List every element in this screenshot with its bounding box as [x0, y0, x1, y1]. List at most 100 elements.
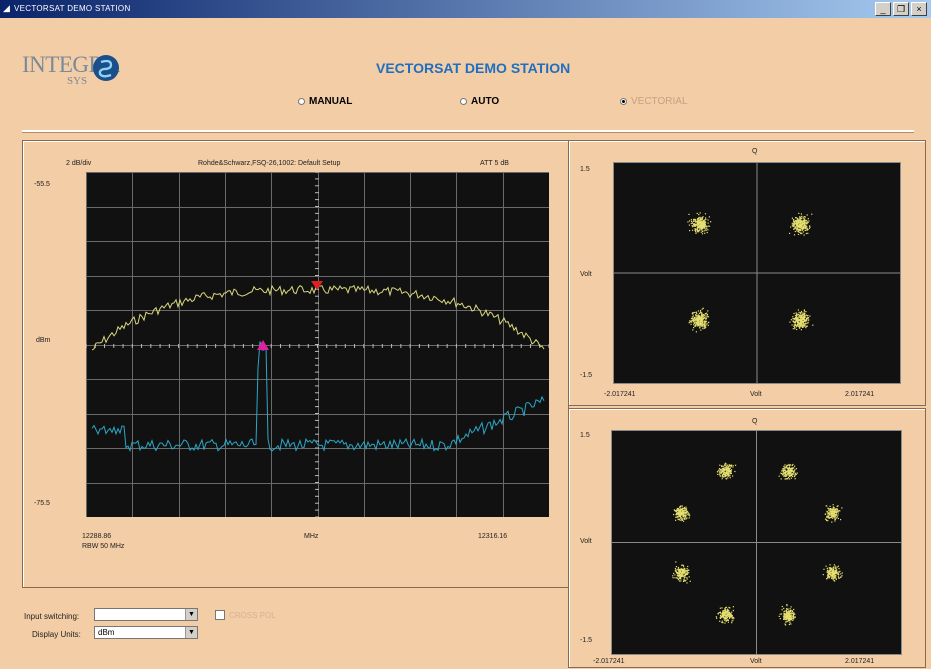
scatter-point — [805, 327, 807, 329]
scatter-point — [704, 225, 706, 227]
scatter-point — [826, 567, 829, 570]
radio-manual[interactable]: MANUAL — [298, 96, 352, 107]
scatter-point — [794, 220, 796, 222]
scatter-point — [803, 216, 806, 218]
scatter-point — [726, 619, 728, 622]
scatter-point — [802, 313, 804, 315]
scatter-point — [699, 323, 702, 325]
scatter-point — [823, 568, 825, 570]
scatter-point — [834, 580, 836, 582]
scatter-point — [699, 224, 701, 226]
scatter-point — [697, 325, 699, 327]
scatter-point — [837, 514, 839, 516]
scatter-point — [834, 566, 836, 568]
scatter-point — [676, 571, 678, 573]
scatter-point — [704, 326, 706, 328]
scatter-point — [827, 575, 830, 577]
scatter-point — [793, 616, 795, 618]
scatter-point — [796, 226, 798, 228]
scatter-point — [831, 574, 833, 576]
scatter-point — [798, 224, 800, 226]
scatter-point — [690, 219, 692, 221]
chevron-down-icon[interactable]: ▼ — [185, 627, 197, 638]
radio-button[interactable] — [460, 98, 467, 105]
scatter-point — [728, 469, 730, 471]
scatter-point — [787, 614, 789, 616]
scatter-point — [702, 323, 704, 325]
scatter-point — [726, 611, 729, 613]
radio-auto[interactable]: AUTO — [460, 96, 499, 107]
checkbox-box[interactable] — [215, 610, 225, 620]
minimize-button[interactable]: _ — [875, 2, 891, 16]
scatter-point — [787, 612, 789, 615]
radio-vectorial[interactable]: VECTORIAL — [620, 96, 688, 107]
scatter-point — [782, 615, 785, 617]
scatter-point — [683, 574, 685, 576]
display-units-select[interactable]: dBm ▼ — [94, 626, 198, 639]
scatter-point — [727, 472, 729, 474]
scatter-point — [706, 225, 708, 227]
scatter-point — [830, 513, 832, 515]
scatter-point — [704, 313, 706, 315]
close-button[interactable]: × — [911, 2, 927, 16]
scatter-point — [695, 223, 697, 226]
scatter-point — [802, 316, 804, 318]
cross-pol-checkbox[interactable]: CROSS POL — [215, 610, 276, 620]
scatter-point — [792, 471, 794, 473]
scatter-point — [681, 518, 683, 520]
scatter-point — [783, 465, 785, 467]
scatter-point — [838, 568, 840, 570]
scatter-point — [806, 226, 808, 228]
scatter-point — [728, 475, 730, 477]
scatter-point — [800, 321, 802, 323]
scatter-point — [689, 515, 691, 517]
scatter-point — [797, 226, 799, 228]
scatter-point — [702, 223, 704, 226]
scatter-point — [727, 621, 729, 623]
scatter-point — [687, 569, 689, 571]
scatter-point — [793, 220, 795, 222]
scatter-point — [695, 331, 697, 333]
scatter-point — [791, 613, 793, 615]
scatter-point — [836, 571, 838, 573]
scatter-point — [684, 508, 686, 510]
scatter-point — [805, 311, 807, 313]
maximize-button[interactable]: ❐ — [893, 2, 909, 16]
scatter-point — [676, 572, 678, 574]
scatter-point — [727, 614, 729, 616]
scatter-point — [834, 511, 836, 513]
scatter-point — [799, 316, 801, 318]
scatter-point — [804, 324, 806, 326]
scatter-point — [699, 315, 701, 318]
scatter-point — [729, 473, 731, 475]
scatter-point — [795, 220, 797, 222]
scatter-point — [791, 324, 793, 326]
scatter-point — [808, 220, 810, 222]
scatter-point — [678, 568, 680, 570]
scatter-point — [724, 611, 727, 613]
scatter-point — [701, 313, 703, 315]
scatter-point — [676, 516, 678, 518]
scatter-point — [785, 471, 787, 473]
scatter-point — [718, 468, 721, 470]
scatter-point — [703, 219, 705, 222]
scatter-point — [781, 468, 784, 470]
scatter-point — [678, 578, 680, 580]
scatter-point — [678, 580, 680, 582]
scatter-point — [786, 473, 788, 475]
scatter-point — [683, 570, 685, 572]
scatter-point — [800, 219, 802, 221]
scatter-point — [683, 513, 685, 515]
radio-button[interactable] — [298, 98, 305, 105]
scatter-point — [801, 312, 803, 314]
scatter-point — [678, 514, 680, 517]
radio-button[interactable] — [620, 98, 627, 105]
scatter-point — [803, 320, 805, 323]
scatter-point — [694, 225, 696, 227]
scatter-point — [684, 569, 686, 571]
input-switching-select[interactable]: ▼ — [94, 608, 198, 621]
scatter-point — [729, 477, 731, 479]
chevron-down-icon[interactable]: ▼ — [185, 609, 197, 620]
scatter-point — [799, 230, 801, 232]
scatter-point — [803, 312, 805, 314]
